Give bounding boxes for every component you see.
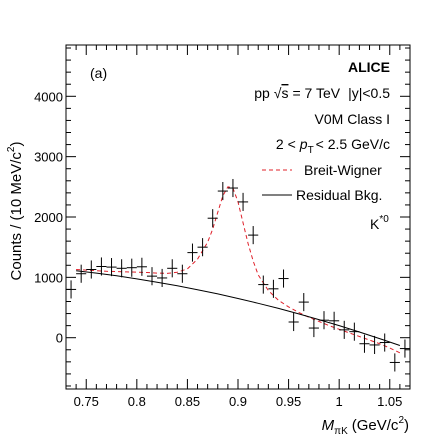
data-point: [278, 269, 289, 288]
legend-breit-wigner-label: Breit-Wigner: [304, 162, 382, 178]
data-point: [369, 335, 380, 354]
data-point: [318, 311, 330, 330]
data-point: [258, 275, 269, 294]
data-point: [349, 322, 360, 341]
data-point: [288, 312, 299, 332]
data-point: [157, 268, 168, 288]
particle-label: K*0: [370, 214, 389, 232]
x-axis-title: MπK (GeV/c2): [322, 415, 409, 436]
data-point: [268, 279, 279, 298]
y-tick-label: 3000: [34, 150, 63, 165]
x-tick-label: 0.9: [229, 394, 247, 409]
multiplicity-class-label: V0M Class I: [315, 111, 390, 127]
data-point: [106, 258, 117, 277]
legend-residual-bkg-label: Residual Bkg.: [296, 187, 382, 203]
data-point: [116, 259, 127, 278]
y-tick-label: 4000: [34, 89, 63, 104]
panel-label: (a): [90, 65, 107, 81]
x-tick-label: 1: [336, 394, 343, 409]
x-tick-label: 0.8: [128, 394, 146, 409]
y-tick-label: 1000: [34, 270, 63, 285]
x-tick-label: 1.05: [377, 394, 402, 409]
collision-system-label: pp √s = 7 TeV |y|<0.5: [254, 85, 390, 101]
plot-area: [66, 178, 410, 372]
data-point: [359, 334, 370, 353]
data-point: [187, 243, 198, 262]
data-point: [389, 353, 400, 372]
data-point: [238, 192, 249, 211]
pt-range-label: 2 < pT < 2.5 GeV/c: [276, 136, 390, 156]
data-point: [298, 293, 309, 312]
y-tick-label: 0: [56, 331, 63, 346]
breit-wigner-curve: [76, 186, 401, 354]
data-point: [339, 320, 350, 339]
experiment-label: ALICE: [348, 59, 390, 75]
data-point: [146, 267, 158, 286]
data-point: [227, 178, 238, 198]
residual-bkg-curve: [76, 270, 401, 346]
data-point: [96, 257, 107, 276]
data-point: [76, 264, 87, 283]
data-point: [167, 259, 178, 278]
y-axis-title: Counts / (10 MeV/c2): [6, 142, 25, 281]
data-point: [399, 339, 410, 358]
x-tick-label: 0.75: [74, 394, 99, 409]
data-layer: [66, 178, 410, 372]
legend: Breit-Wigner Residual Bkg.: [262, 162, 382, 203]
data-point: [379, 333, 390, 352]
data-point: [329, 311, 340, 330]
data-point: [197, 238, 208, 257]
data-point: [126, 258, 137, 277]
data-point: [177, 264, 188, 283]
axes: 0.75 0.8 0.85 0.9 0.95 1 1.05 0 1000 2000 3000 4000: [34, 45, 411, 409]
data-point: [308, 318, 319, 338]
data-point: [136, 257, 147, 276]
x-tick-label: 0.95: [276, 394, 301, 409]
data-point: [217, 181, 228, 201]
data-point: [207, 209, 218, 228]
data-point: [86, 260, 97, 279]
data-point: [248, 226, 259, 245]
x-tick-label: 0.85: [175, 394, 200, 409]
y-tick-label: 2000: [34, 210, 63, 225]
